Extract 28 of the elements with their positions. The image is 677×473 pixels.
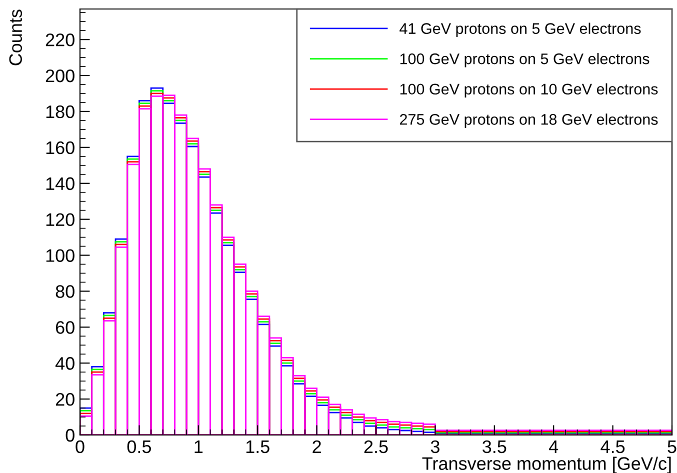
y-tick-label: 180 bbox=[46, 105, 74, 118]
x-tick-label: 3 bbox=[430, 440, 440, 454]
y-tick-label: 20 bbox=[56, 392, 74, 406]
legend-label: 275 GeV protons on 18 GeV electrons bbox=[400, 114, 658, 128]
x-tick-label: 0.5 bbox=[127, 440, 151, 454]
y-tick-label: 80 bbox=[56, 285, 74, 298]
y-tick-label: 160 bbox=[46, 141, 74, 154]
x-tick-label: 4.5 bbox=[600, 440, 625, 454]
legend-label: 100 GeV protons on 5 GeV electrons bbox=[400, 53, 650, 68]
y-tick-label: 120 bbox=[46, 213, 74, 226]
x-tick-label: 4 bbox=[548, 440, 558, 453]
y-tick-label: 140 bbox=[46, 177, 74, 190]
y-axis-title: Counts bbox=[9, 10, 22, 66]
x-tick-label: 0 bbox=[76, 440, 84, 454]
x-tick-label: 3.5 bbox=[482, 440, 506, 454]
x-tick-label: 1.5 bbox=[246, 440, 270, 454]
x-tick-label: 2.5 bbox=[364, 440, 388, 454]
legend-label: 41 GeV protons on 5 GeV electrons bbox=[400, 22, 641, 37]
y-tick-label: 60 bbox=[56, 321, 74, 334]
y-tick-label: 40 bbox=[55, 357, 74, 370]
x-tick-label: 5 bbox=[668, 440, 676, 454]
y-tick-label: 100 bbox=[46, 249, 74, 262]
x-tick-label: 1 bbox=[194, 440, 203, 453]
y-tick-label: 200 bbox=[46, 69, 74, 82]
x-tick-label: 2 bbox=[312, 440, 321, 453]
y-tick-label: 0 bbox=[66, 428, 74, 442]
y-tick-label: 220 bbox=[46, 33, 74, 46]
legend-label: 100 GeV protons on 10 GeV electrons bbox=[400, 83, 658, 98]
